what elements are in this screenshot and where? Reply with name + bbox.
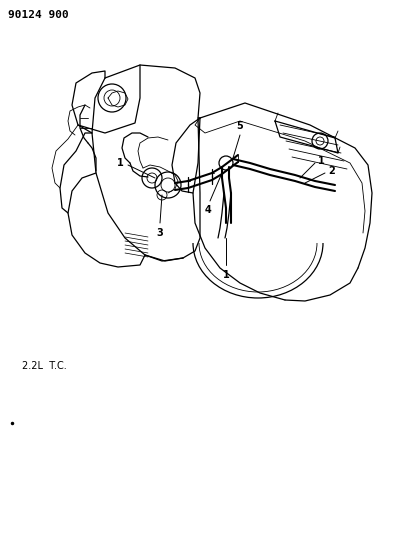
Text: 3: 3 [157, 228, 163, 238]
Text: 1: 1 [117, 158, 124, 168]
Text: 90124 900: 90124 900 [8, 10, 69, 20]
Text: 5: 5 [237, 121, 243, 131]
Text: 4: 4 [205, 205, 211, 215]
Text: 2: 2 [328, 166, 335, 176]
Text: 2.2L  T.C.: 2.2L T.C. [22, 361, 67, 371]
Text: 1: 1 [318, 156, 325, 166]
Text: 1: 1 [222, 270, 230, 280]
